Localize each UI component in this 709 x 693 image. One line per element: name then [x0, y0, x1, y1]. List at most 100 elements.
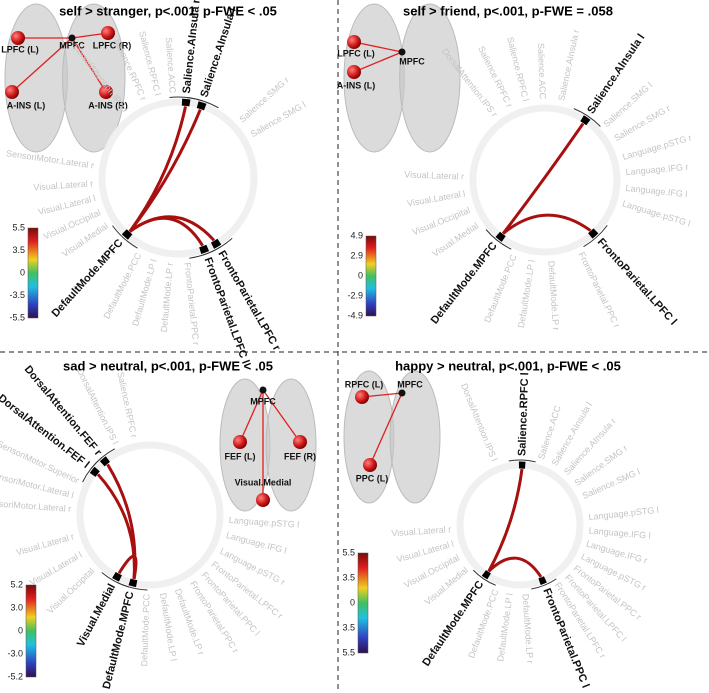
- colorbar-tick: 0: [358, 270, 363, 280]
- panel-title: self > stranger, p<.001, p-FWE < .05: [59, 3, 277, 18]
- node-link: [353, 51, 403, 73]
- region-label: Salience.ACC: [536, 43, 548, 100]
- region-label: DefaultMode.PCC: [139, 593, 152, 666]
- brain-node: [259, 386, 267, 394]
- region-segment: [495, 231, 506, 242]
- connection: [128, 216, 204, 247]
- colorbar-tick: 3.5: [12, 245, 25, 255]
- colorbar-tick: 4.9: [350, 230, 363, 240]
- region-segment: [89, 466, 100, 477]
- region-label: Language.pSTG l: [229, 515, 300, 530]
- region-arc: [531, 578, 557, 590]
- node-label: LPFC (R): [93, 40, 132, 50]
- node-link: [262, 389, 301, 443]
- node-label: A-INS (R): [88, 100, 128, 110]
- colorbar-tick: 2.9: [350, 250, 363, 260]
- connection: [117, 554, 138, 580]
- region-arc: [583, 224, 608, 248]
- node-label: LPFC (L): [337, 48, 375, 58]
- region-label: Visual.Lateral l: [406, 189, 466, 209]
- connection: [128, 108, 202, 233]
- colorbar-tick: -3.5: [9, 290, 25, 300]
- region-arc: [485, 229, 512, 250]
- region-segment: [481, 570, 491, 580]
- region-label: DefaultMode.PCC: [482, 253, 519, 324]
- region-segment: [199, 244, 210, 255]
- colorbar-tick: 3.5: [342, 572, 355, 582]
- region-segment: [210, 238, 222, 249]
- region-segment: [181, 98, 191, 107]
- brain-node: [256, 493, 270, 507]
- connection: [128, 106, 187, 233]
- region-arc: [186, 96, 219, 109]
- colorbar-tick: -2.9: [347, 290, 363, 300]
- region-arc: [472, 569, 496, 586]
- region-label: Visual.Lateral r: [391, 524, 451, 538]
- colorbar-tick: -4.9: [347, 310, 363, 320]
- colorbar: [25, 584, 37, 678]
- region-label: Salience.AInsula r: [556, 29, 581, 102]
- region-label: DefaultMode.LP r: [546, 260, 561, 330]
- region-segment: [580, 115, 591, 126]
- node-link: [353, 41, 403, 53]
- region-label: Language.pSTG r: [621, 133, 693, 162]
- region-label-bold: Visual.Medial: [75, 582, 118, 649]
- region-label-bold: Salience.AInsula l: [198, 6, 238, 99]
- node-label: LPFC (L): [1, 44, 39, 54]
- region-segment: [196, 101, 207, 111]
- region-label: Salience.RPFC r: [115, 371, 139, 439]
- region-label: DefaultMode.LP l: [516, 259, 537, 329]
- region-label: Language.IFG l: [588, 525, 651, 540]
- region-label: DefaultMode.LP r: [520, 593, 535, 663]
- brain-right: [389, 370, 441, 504]
- node-label: MPFC: [250, 396, 276, 406]
- region-arc: [90, 448, 116, 470]
- node-label: MPFC: [59, 40, 85, 50]
- region-label-bold: Salience.AInsula l: [585, 32, 647, 116]
- colorbar-tick: 3.5: [342, 622, 355, 632]
- region-segment: [588, 228, 599, 239]
- brain-node: [347, 35, 361, 49]
- brain-node: [398, 48, 406, 56]
- panel: RPFC (L) MPFC PPC (L) DorsalAttention.IPS l…: [342, 358, 659, 689]
- brain-node: [68, 34, 76, 42]
- panel: MPFC FEF (L) FEF (R) Visual.Medial SensoriMo…: [0, 358, 317, 690]
- brain-node: [398, 389, 406, 397]
- connection: [106, 463, 137, 580]
- panel-title: self > friend, p<.001, p-FWE = .058: [403, 3, 613, 18]
- region-label: Visual.Lateral r: [404, 169, 464, 181]
- node-label: MPFC: [397, 379, 423, 389]
- node-label: RPFC (L): [345, 379, 384, 389]
- ring: [76, 441, 224, 589]
- colorbar-tick: 0: [18, 625, 23, 635]
- colorbar: [357, 552, 369, 654]
- colorbar-tick: 5.5: [342, 547, 355, 557]
- panel: LPFC (L) MPFC LPFC (R) A-INS (L) A-INS (R) Se…: [1, 0, 307, 366]
- brain-right: [399, 3, 461, 153]
- panel-title: happy > neutral, p<.001, p-FWE < .05: [395, 358, 621, 373]
- node-label: A-INS (L): [7, 100, 46, 110]
- region-label: FrontoParietal.PPC r: [183, 262, 202, 346]
- region-arc: [508, 459, 536, 463]
- brain-node: [347, 65, 361, 79]
- colorbar-tick: 5.5: [342, 647, 355, 657]
- region-label: DefaultMode.LP l: [495, 593, 514, 663]
- brain-node: [5, 85, 19, 99]
- colorbar-tick: 0: [20, 267, 25, 277]
- region-label: Visual.Lateral r: [15, 531, 75, 557]
- region-label-bold: Salience.RPFC l: [516, 372, 531, 456]
- connection: [502, 213, 592, 235]
- node-link: [71, 37, 107, 93]
- region-label: Visual.Lateral r: [33, 178, 93, 192]
- brain-node: [99, 85, 113, 99]
- region-label: DorsalAttention.IPS l: [459, 382, 499, 463]
- region-label: SensoriMotor.Lateral r: [0, 498, 72, 514]
- colorbar-tick: -5.2: [7, 671, 23, 681]
- colorbar: [27, 227, 39, 319]
- connection: [487, 468, 524, 573]
- panel-title: sad > neutral, p<.001, p-FWE < .05: [63, 358, 273, 373]
- colorbar-tick: 0: [350, 597, 355, 607]
- node-label: A-INS (L): [337, 80, 376, 90]
